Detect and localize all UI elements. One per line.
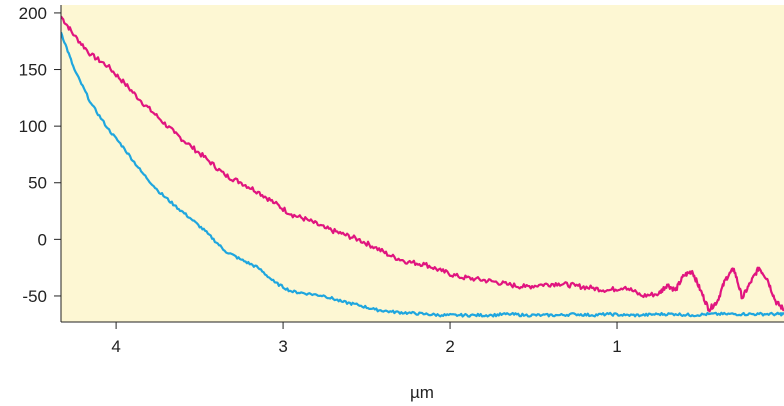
x-tick-label: 3	[278, 337, 287, 356]
series-line-2	[61, 31, 784, 318]
x-axis-label: µm	[410, 383, 434, 402]
series-layer	[61, 15, 784, 318]
y-tick-label: 100	[19, 117, 47, 136]
x-tick-label: 4	[111, 337, 120, 356]
series-line-1	[61, 15, 784, 313]
y-tick-label: 0	[38, 230, 47, 249]
y-tick-label: 50	[28, 174, 47, 193]
plot-area	[61, 5, 784, 322]
x-tick-label: 2	[445, 337, 454, 356]
y-tick-label: 200	[19, 4, 47, 23]
y-tick-label: -50	[22, 287, 47, 306]
y-tick-label: 150	[19, 61, 47, 80]
axis-layer: 200 150 100 50 0 -50 4 3 2 1	[19, 4, 784, 356]
x-tick-label: 1	[612, 337, 621, 356]
